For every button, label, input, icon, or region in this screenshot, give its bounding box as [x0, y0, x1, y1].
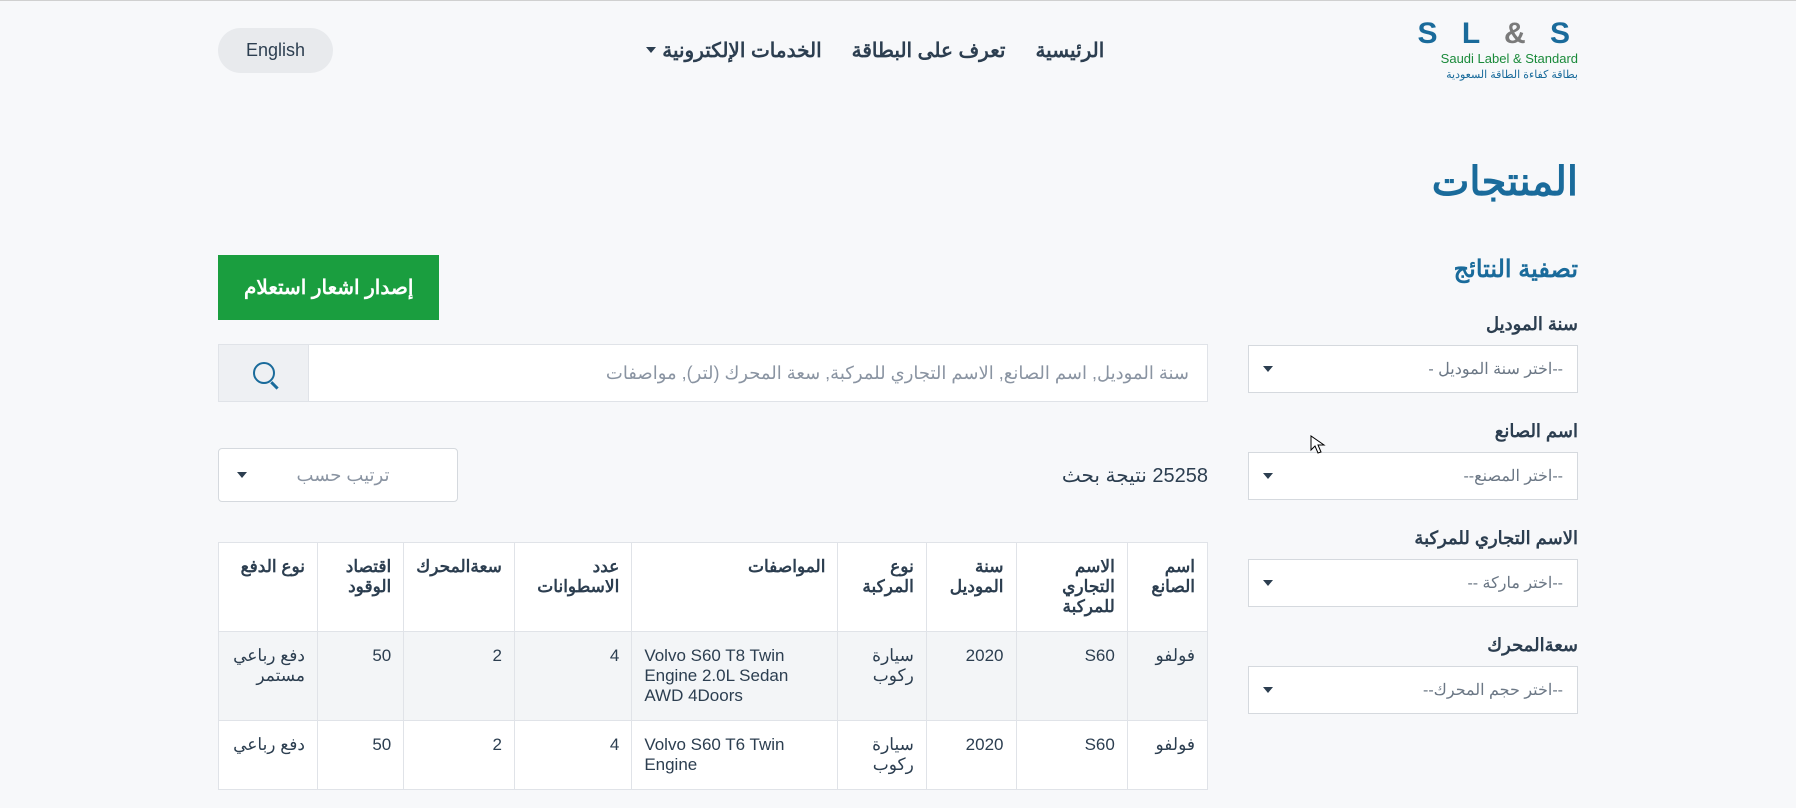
th-manufacturer: اسم الصانع — [1127, 543, 1207, 632]
cell-cylinders: 4 — [514, 632, 631, 721]
main-nav: الرئيسية تعرف على البطاقة الخدمات الإلكت… — [646, 38, 1104, 63]
th-spec: المواصفات — [632, 543, 838, 632]
filter-manufacturer-label: اسم الصانع — [1248, 421, 1578, 442]
chevron-down-icon — [1263, 687, 1273, 693]
cell-year: 2020 — [926, 632, 1016, 721]
results-count: 25258 نتيجة بحث — [1062, 463, 1208, 488]
chevron-down-icon — [1263, 580, 1273, 586]
cell-fuel: 50 — [317, 721, 403, 790]
cell-spec: Volvo S60 T8 Twin Engine 2.0L Sedan AWD … — [632, 632, 838, 721]
search-icon — [253, 362, 275, 384]
logo-sub: Saudi Label & Standard — [1418, 51, 1579, 66]
filter-engine-select[interactable]: --اختر حجم المحرك-- — [1248, 666, 1578, 714]
cell-year: 2020 — [926, 721, 1016, 790]
chevron-down-icon — [1263, 473, 1273, 479]
filter-tradename-select[interactable]: --اختر ماركة -- — [1248, 559, 1578, 607]
filter-year-value: --اختر سنة الموديل - — [1273, 359, 1563, 379]
filter-manufacturer-value: --اختر المصنع-- — [1273, 466, 1563, 486]
cell-type: سيارة ركوب — [838, 721, 926, 790]
logo-main: S L & S — [1418, 19, 1579, 49]
th-cylinders: عدد الاسطوانات — [514, 543, 631, 632]
cell-manufacturer: فولفو — [1127, 632, 1207, 721]
filter-engine-value: --اختر حجم المحرك-- — [1273, 680, 1563, 700]
table-row[interactable]: فولفو S60 2020 سيارة ركوب Volvo S60 T8 T… — [219, 632, 1208, 721]
cell-engine: 2 — [404, 721, 515, 790]
cell-fuel: 50 — [317, 632, 403, 721]
cell-drive: دفع رباعي مستمر — [219, 632, 318, 721]
th-drive: نوع الدفع — [219, 543, 318, 632]
issue-query-button[interactable]: إصدار اشعار استعلام — [218, 255, 439, 320]
th-fuel: اقتصاد الوقود — [317, 543, 403, 632]
cell-engine: 2 — [404, 632, 515, 721]
sort-select[interactable]: ترتيب حسب — [218, 448, 458, 502]
filter-tradename-value: --اختر ماركة -- — [1273, 573, 1563, 593]
th-tradename: الاسم التجاري للمركبة — [1016, 543, 1127, 632]
language-button[interactable]: English — [218, 28, 333, 73]
filter-engine-label: سعةالمحرك — [1248, 635, 1578, 656]
th-engine: سعةالمحرك — [404, 543, 515, 632]
filter-year-select[interactable]: --اختر سنة الموديل - — [1248, 345, 1578, 393]
nav-services[interactable]: الخدمات الإلكترونية — [646, 38, 821, 63]
sort-value: ترتيب حسب — [247, 465, 439, 486]
th-type: نوع المركبة — [838, 543, 926, 632]
filter-tradename-label: الاسم التجاري للمركبة — [1248, 528, 1578, 549]
results-table: اسم الصانع الاسم التجاري للمركبة سنة الم… — [218, 542, 1208, 790]
search-input[interactable] — [308, 344, 1208, 402]
table-row[interactable]: فولفو S60 2020 سيارة ركوب Volvo S60 T6 T… — [219, 721, 1208, 790]
th-year: سنة الموديل — [926, 543, 1016, 632]
filter-year-label: سنة الموديل — [1248, 314, 1578, 335]
logo-ar: بطاقة كفاءة الطاقة السعودية — [1418, 68, 1579, 81]
filter-sidebar: تصفية النتائج سنة الموديل --اختر سنة الم… — [1248, 255, 1578, 742]
nav-about[interactable]: تعرف على البطاقة — [852, 38, 1006, 63]
chevron-down-icon — [237, 472, 247, 478]
cell-cylinders: 4 — [514, 721, 631, 790]
filter-title: تصفية النتائج — [1248, 255, 1578, 284]
content-area: إصدار اشعار استعلام 25258 نتيجة بحث ترتي… — [218, 255, 1208, 790]
cell-manufacturer: فولفو — [1127, 721, 1207, 790]
cell-spec: Volvo S60 T6 Twin Engine — [632, 721, 838, 790]
nav-services-label: الخدمات الإلكترونية — [662, 38, 821, 63]
cell-tradename: S60 — [1016, 632, 1127, 721]
nav-home[interactable]: الرئيسية — [1035, 38, 1104, 63]
cell-tradename: S60 — [1016, 721, 1127, 790]
filter-manufacturer-select[interactable]: --اختر المصنع-- — [1248, 452, 1578, 500]
search-button[interactable] — [218, 344, 308, 402]
cell-drive: دفع رباعي — [219, 721, 318, 790]
chevron-down-icon — [1263, 366, 1273, 372]
logo: S L & S Saudi Label & Standard بطاقة كفا… — [1418, 19, 1579, 81]
page-title: المنتجات — [218, 159, 1578, 205]
cell-type: سيارة ركوب — [838, 632, 926, 721]
chevron-down-icon — [646, 47, 656, 53]
